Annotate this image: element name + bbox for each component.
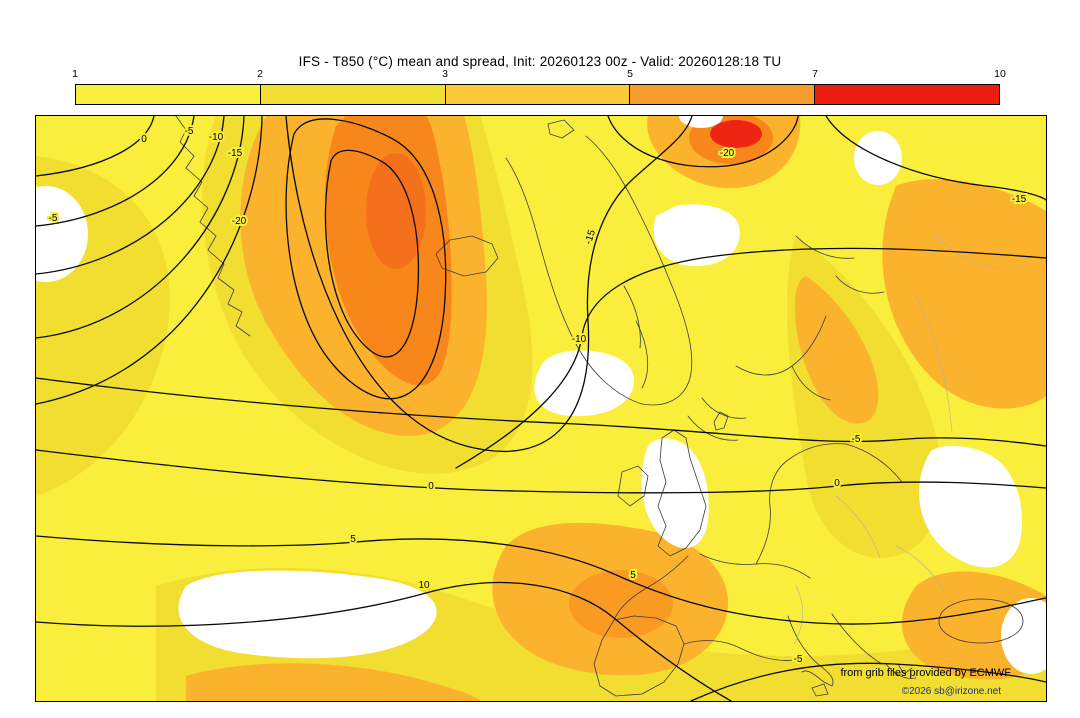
contour-label: 5 <box>350 534 356 545</box>
weather-map: 0 -5 -10 -15 -20 -5 -15 -20 -15 -10 -5 0 0 5 5 10 -5 fro… <box>35 115 1047 702</box>
credit-ecmwf: from grib files provided by ECMWF <box>840 667 1011 679</box>
contour-label: 0 <box>141 134 147 145</box>
colorbar-tick: 5 <box>627 68 633 80</box>
colorbar-tick: 10 <box>994 68 1006 80</box>
contour-label: -15 <box>1012 194 1027 205</box>
contour-label: -5 <box>794 654 803 665</box>
contour-label: -10 <box>209 132 224 143</box>
colorbar-ticks: 1 2 3 5 7 10 <box>72 68 1006 82</box>
contour-label: 5 <box>630 570 636 581</box>
colorbar-segment <box>815 85 999 104</box>
contour-label: -5 <box>852 434 861 445</box>
contour-label: -20 <box>720 148 735 159</box>
contour-label: 0 <box>834 478 840 489</box>
colorbar-segment <box>260 85 446 104</box>
contour-label: -20 <box>232 216 247 227</box>
colorbar-tick: 1 <box>72 68 78 80</box>
colorbar-segment <box>445 85 631 104</box>
contour-label: 10 <box>418 580 430 591</box>
contour-label: -15 <box>228 148 243 159</box>
coastlines <box>175 116 1024 697</box>
colorbar-segment <box>630 85 816 104</box>
contour-label: 0 <box>428 481 434 492</box>
colorbar-segment <box>76 85 261 104</box>
contour-label: -5 <box>49 213 58 224</box>
contour-label: -5 <box>185 126 194 137</box>
contour-label: -10 <box>572 334 587 345</box>
colorbar <box>75 84 1000 105</box>
spread-shading-white <box>36 116 1046 674</box>
credit-copyright: ©2026 sb@irizone.net <box>902 686 1001 697</box>
spread-shading-deep-orange <box>324 116 773 638</box>
temperature-contours <box>36 116 1046 701</box>
colorbar-tick: 3 <box>442 68 448 80</box>
colorbar-tick: 2 <box>257 68 263 80</box>
page-title: IFS - T850 (°C) mean and spread, Init: 2… <box>298 54 782 69</box>
colorbar-tick: 7 <box>812 68 818 80</box>
